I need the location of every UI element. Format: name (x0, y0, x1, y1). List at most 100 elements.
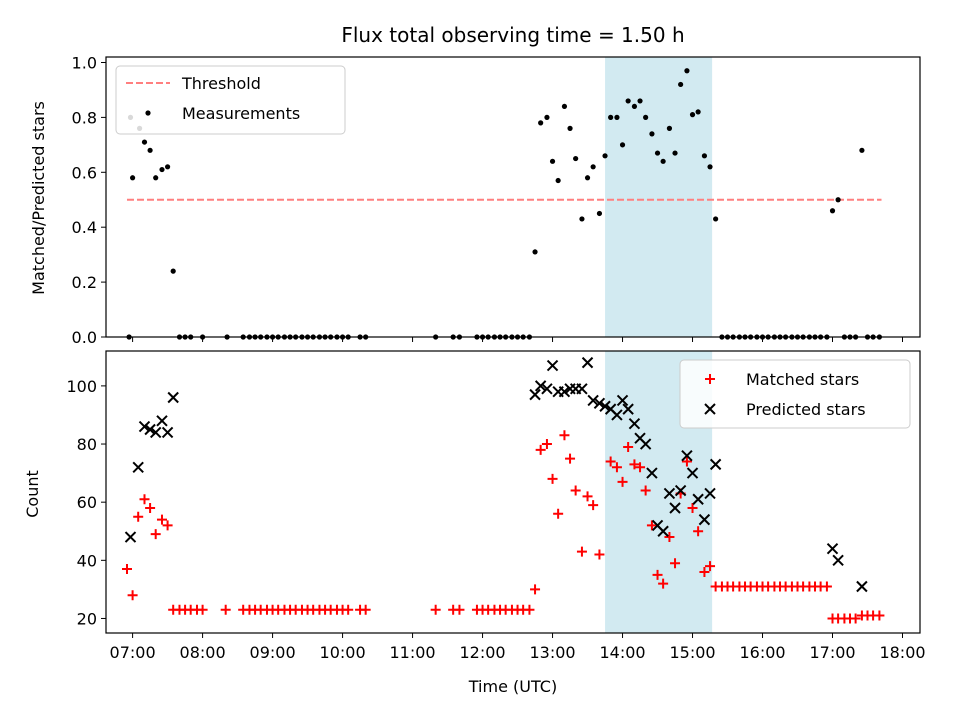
matched-point (127, 590, 138, 601)
xtick-label: 08:00 (180, 643, 226, 662)
predicted-point (132, 461, 144, 473)
predicted-point (124, 531, 137, 543)
matched-point (658, 578, 669, 589)
predicted-point (611, 409, 623, 421)
measurement-point (625, 98, 631, 104)
ytick-label: 0.2 (72, 273, 97, 292)
xtick-label: 11:00 (390, 643, 436, 662)
measurement-point (649, 131, 655, 137)
predicted-point (698, 513, 711, 526)
xtick-label: 10:00 (320, 643, 366, 662)
xtick-label: 15:00 (669, 643, 715, 662)
measurement-point (835, 197, 841, 203)
matched-point (582, 491, 593, 502)
ytick-label: 100 (66, 377, 97, 396)
legend-box (115, 65, 346, 135)
xtick-label: 09:00 (250, 643, 296, 662)
matched-point (617, 476, 628, 487)
matched-point (133, 511, 144, 522)
matched-point (693, 526, 704, 537)
highlight-band (605, 57, 713, 337)
xtick-label: 16:00 (739, 643, 785, 662)
measurement-point (707, 164, 713, 170)
matched-point (197, 604, 208, 615)
measurement-point (672, 150, 678, 156)
matched-point (687, 502, 698, 513)
measurement-point (660, 158, 666, 164)
ytick-label: 40 (77, 551, 97, 570)
matched-point (670, 558, 681, 569)
predicted-point (646, 467, 658, 479)
matched-point (699, 566, 710, 577)
matched-point (150, 529, 161, 540)
matched-point (162, 520, 173, 531)
xtick-label: 18:00 (879, 643, 925, 662)
legend-predicted-marker (704, 403, 716, 415)
predicted-point (704, 487, 716, 500)
xlabel: Time (UTC) (468, 677, 557, 696)
measurement-point (637, 98, 643, 104)
axes-frame (105, 56, 921, 338)
predicted-point (593, 397, 606, 410)
matched-point (664, 532, 675, 543)
predicted-point (167, 391, 179, 404)
predicted-point (639, 438, 652, 450)
predicted-point (546, 359, 559, 372)
ytick-label: 20 (77, 609, 97, 628)
measurement-point (689, 112, 696, 118)
measurement-point (666, 125, 673, 131)
measurement-point (596, 210, 603, 217)
measurement-point (555, 177, 561, 184)
matched-point (629, 459, 640, 470)
measurement-point (544, 114, 550, 120)
matched-point (705, 561, 716, 572)
legend-threshold-label: Threshold (181, 74, 261, 93)
measurement-point (619, 142, 626, 148)
xtick-label: 17:00 (809, 643, 855, 662)
matched-point (681, 456, 692, 467)
predicted-point (709, 458, 722, 471)
matched-point (139, 494, 150, 505)
matched-point (646, 520, 657, 531)
legend-measurement-label: Measurements (182, 104, 300, 123)
measurement-point (567, 125, 573, 131)
ytick-label: 80 (77, 435, 97, 454)
predicted-point (856, 580, 868, 593)
predicted-point (149, 426, 162, 439)
measurement-point (654, 150, 661, 156)
ytick-label: 0.6 (72, 163, 97, 182)
measurement-point (573, 155, 579, 162)
measurement-point (713, 216, 719, 222)
measurement-point (129, 175, 136, 181)
measurement-point (147, 147, 153, 153)
matched-point (220, 604, 231, 615)
measurement-point (701, 153, 708, 159)
predicted-point (622, 403, 634, 415)
matched-point (635, 462, 646, 473)
measurement-point (829, 208, 836, 214)
matched-point (535, 444, 546, 455)
predicted-point (144, 423, 156, 436)
matched-point (652, 569, 663, 580)
predicted-point (826, 542, 839, 555)
xtick-label: 13:00 (529, 643, 575, 662)
predicted-point (541, 383, 553, 395)
matched-point (570, 485, 581, 496)
matched-point (156, 514, 167, 525)
measurement-point (631, 103, 638, 110)
ytick-label: 0.0 (72, 328, 97, 347)
measurement-point (643, 114, 649, 120)
matched-point (430, 604, 441, 615)
predicted-point (534, 380, 547, 392)
ytick-label: 60 (77, 493, 97, 512)
measurement-point (549, 158, 556, 164)
predicted-point (692, 493, 704, 505)
predicted-point (686, 467, 699, 479)
measurement-point (614, 114, 620, 120)
matched-point (611, 462, 622, 473)
predicted-point (576, 383, 588, 395)
matched-point (640, 485, 651, 496)
matched-point (343, 604, 354, 615)
matched-point (524, 604, 535, 615)
